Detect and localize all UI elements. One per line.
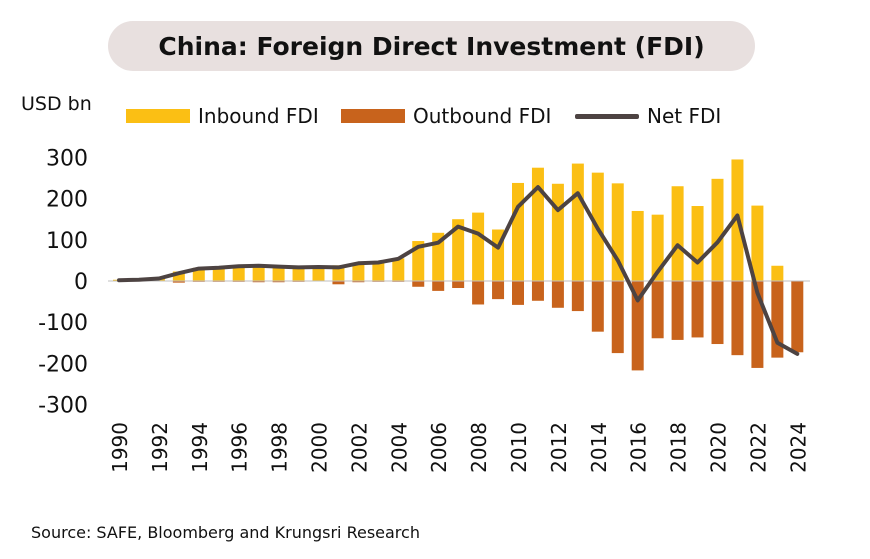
bar-outbound (791, 281, 804, 353)
bar-inbound (512, 182, 524, 281)
bar-inbound (571, 163, 584, 281)
bar-inbound (392, 258, 405, 281)
bar-outbound (352, 281, 365, 283)
bar-inbound (751, 205, 764, 281)
bar-inbound (472, 212, 485, 281)
bar-outbound (651, 281, 664, 339)
bar-inbound (531, 167, 544, 281)
legend-swatch-inbound (126, 109, 190, 123)
x-tick-label: 2014 (587, 422, 611, 473)
bar-outbound (631, 281, 644, 371)
bar-outbound (252, 281, 265, 283)
bar-inbound (631, 210, 644, 281)
bar-outbound (412, 281, 425, 287)
bar-outbound (711, 281, 724, 345)
y-tick-label: 0 (74, 270, 88, 295)
x-tick-label: 1990 (108, 422, 132, 473)
bar-outbound (332, 281, 345, 285)
x-tick-label: 2010 (507, 422, 531, 473)
y-tick-label: 200 (46, 188, 88, 213)
bar-outbound (671, 281, 684, 340)
bar-inbound (771, 265, 784, 281)
x-tick-label: 2006 (427, 422, 451, 473)
bar-outbound (551, 281, 564, 308)
bar-outbound (172, 281, 185, 283)
bar-outbound (691, 281, 704, 338)
source-note: Source: SAFE, Bloomberg and Krungsri Res… (31, 523, 420, 542)
bar-outbound (432, 281, 445, 291)
bar-inbound (252, 264, 265, 281)
y-tick-label: -200 (38, 352, 88, 377)
bar-inbound (551, 183, 564, 281)
bar-outbound (591, 281, 604, 332)
x-tick-label: 2018 (667, 422, 691, 473)
bar-inbound (651, 214, 664, 281)
x-tick-label: 2002 (347, 422, 371, 473)
legend-item-outbound: Outbound FDI (341, 103, 551, 129)
y-tick-label: -300 (38, 394, 88, 419)
bar-inbound (671, 186, 684, 281)
x-tick-label: 1996 (228, 422, 252, 473)
x-tick-label: 2020 (707, 422, 731, 473)
x-tick-label: 2000 (308, 422, 332, 473)
bar-inbound (212, 266, 225, 281)
y-tick-label: -100 (38, 311, 88, 336)
bar-inbound (312, 266, 325, 281)
x-tick-label: 2008 (467, 422, 491, 473)
legend-item-net: Net FDI (575, 103, 721, 129)
bar-outbound (512, 281, 524, 305)
x-tick-label: 2004 (387, 422, 411, 473)
legend-label-net: Net FDI (647, 104, 722, 128)
bar-outbound (731, 281, 744, 356)
legend-item-inbound: Inbound FDI (126, 103, 319, 129)
x-tick-label: 2016 (627, 422, 651, 473)
x-tick-label: 1998 (268, 422, 292, 473)
bar-outbound (531, 281, 544, 301)
y-tick-label: 300 (46, 146, 88, 171)
bar-outbound (472, 281, 485, 305)
bar-outbound (272, 281, 285, 283)
bar-outbound (452, 281, 465, 289)
bar-outbound (492, 281, 505, 300)
x-tick-label: 2024 (786, 422, 810, 473)
chart-title: China: Foreign Direct Investment (FDI) (158, 31, 705, 61)
bar-inbound (232, 265, 245, 281)
chart-title-banner: China: Foreign Direct Investment (FDI) (108, 21, 755, 71)
y-tick-label: 100 (46, 229, 88, 254)
bar-outbound (571, 281, 584, 312)
bar-inbound (372, 261, 385, 281)
legend-label-outbound: Outbound FDI (413, 104, 552, 128)
bar-inbound (412, 241, 425, 281)
y-axis-unit-label: USD bn (21, 93, 92, 115)
bar-inbound (292, 266, 305, 281)
bar-outbound (611, 281, 624, 354)
bar-inbound (452, 219, 465, 281)
legend-swatch-outbound (341, 109, 405, 123)
x-tick-label: 1994 (188, 422, 212, 473)
legend-label-inbound: Inbound FDI (198, 104, 319, 128)
x-tick-label: 1992 (148, 422, 172, 473)
x-tick-label: 2022 (746, 422, 770, 473)
bar-inbound (352, 262, 365, 281)
bar-inbound (711, 178, 724, 281)
x-tick-label: 2012 (547, 422, 571, 473)
bar-inbound (691, 206, 704, 281)
legend-swatch-net (575, 113, 639, 119)
bar-inbound (172, 271, 185, 281)
bar-inbound (272, 265, 285, 281)
